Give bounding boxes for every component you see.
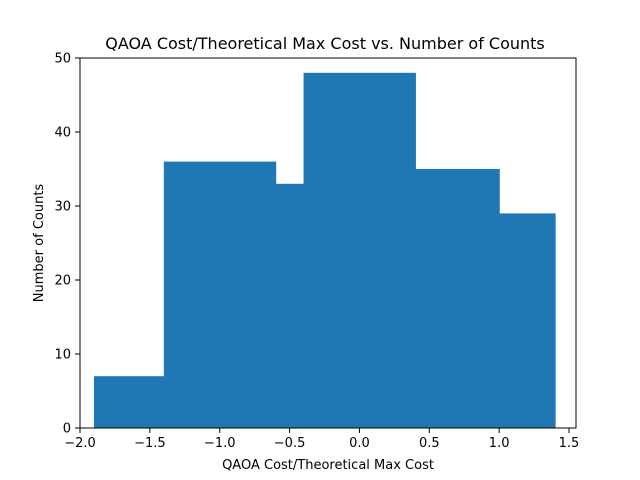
x-tick-label: 1.0 <box>489 436 510 451</box>
y-tick-label: 20 <box>54 274 71 289</box>
x-tick-label: −0.5 <box>274 436 306 451</box>
x-axis-ticks: −2.0 −1.5 −1.0 −0.5 0.0 0.5 1.0 1.5 <box>64 428 579 451</box>
chart-title: QAOA Cost/Theoretical Max Cost vs. Numbe… <box>105 34 545 53</box>
histogram-bar-4 <box>303 72 416 429</box>
y-tick-label: 30 <box>54 200 71 215</box>
histogram-bar-3 <box>275 183 305 428</box>
plot-frame <box>79 57 577 429</box>
y-tick-label: 40 <box>54 126 71 141</box>
x-axis-label: QAOA Cost/Theoretical Max Cost <box>222 458 434 473</box>
histogram-bar-6 <box>499 213 556 428</box>
bars-layer <box>93 72 556 429</box>
y-tick-label: 10 <box>54 348 71 363</box>
x-tick-label: 1.5 <box>559 436 580 451</box>
x-tick-label: −1.5 <box>134 436 166 451</box>
x-tick-label: 0.5 <box>419 436 440 451</box>
histogram-bar-2 <box>163 161 277 428</box>
x-tick-label: 0.0 <box>349 436 370 451</box>
y-tick-label: 50 <box>54 52 71 67</box>
y-tick-label: 0 <box>63 422 71 437</box>
x-tick-label: −2.0 <box>64 436 96 451</box>
y-axis-label: Number of Counts <box>32 184 47 303</box>
histogram-bar-1 <box>93 376 165 428</box>
y-axis-ticks: 0 10 20 30 40 50 <box>54 52 80 437</box>
histogram-bar-5 <box>415 169 500 428</box>
x-tick-label: −1.0 <box>204 436 236 451</box>
